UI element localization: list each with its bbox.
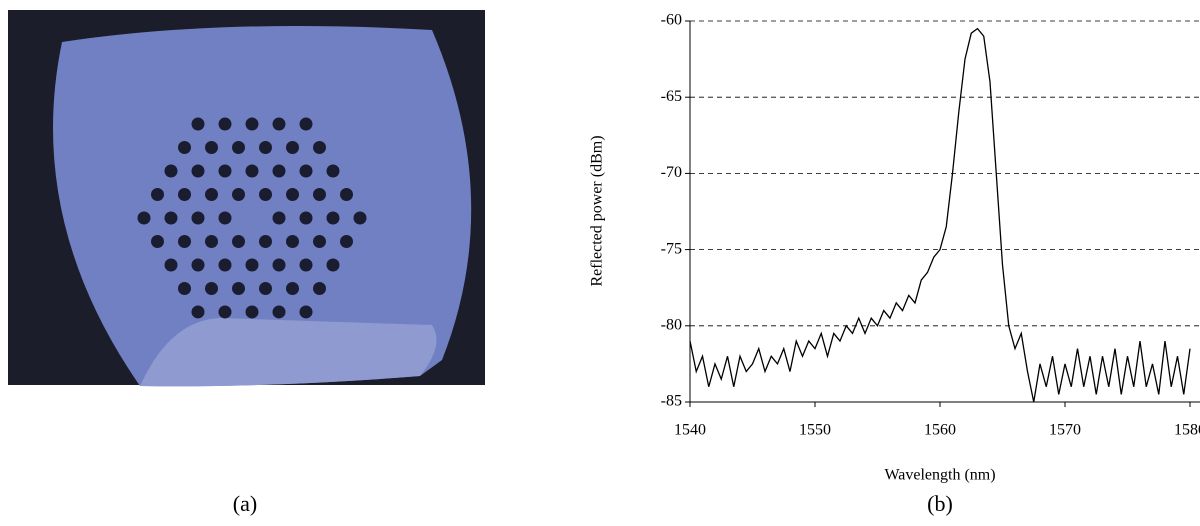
air-hole <box>272 305 286 319</box>
air-hole <box>299 305 313 319</box>
x-tick-label: 1570 <box>1049 422 1081 439</box>
panel-label: (b) <box>927 491 953 516</box>
air-hole <box>232 234 245 248</box>
air-hole <box>191 305 205 319</box>
air-hole <box>272 117 286 131</box>
air-hole <box>178 141 191 155</box>
air-hole <box>326 258 340 272</box>
air-hole <box>259 281 272 295</box>
y-tick-label: -65 <box>661 88 682 105</box>
cleave-region <box>140 318 437 387</box>
plot: -85 -80 -75 -70 -65 -60 1540 1550 1560 1570 1580 <box>661 12 1200 439</box>
air-holes <box>137 117 367 319</box>
air-hole <box>164 211 178 225</box>
air-hole <box>245 305 259 319</box>
air-hole <box>232 141 245 155</box>
y-tick-label: -80 <box>661 316 682 333</box>
air-hole <box>313 141 326 155</box>
air-hole <box>178 281 191 295</box>
air-hole <box>286 281 299 295</box>
air-hole <box>353 211 367 225</box>
air-hole <box>313 188 326 202</box>
air-hole <box>286 188 299 202</box>
x-tick-label: 1540 <box>674 422 706 439</box>
air-hole <box>218 117 232 131</box>
air-hole <box>259 188 272 202</box>
air-hole <box>151 234 164 248</box>
air-hole <box>205 188 218 202</box>
air-hole <box>299 258 313 272</box>
x-axis-label: Wavelength (nm) <box>884 467 995 484</box>
y-tick-label: -75 <box>661 240 682 257</box>
x-tick-label: 1580 <box>1174 422 1200 439</box>
air-hole <box>137 211 151 225</box>
air-hole <box>299 164 313 178</box>
air-hole <box>205 141 218 155</box>
air-hole <box>191 117 205 131</box>
air-hole <box>178 188 191 202</box>
air-hole <box>340 188 353 202</box>
air-hole <box>232 281 245 295</box>
air-hole <box>218 164 232 178</box>
air-hole <box>205 234 218 248</box>
fiber-face <box>52 26 472 387</box>
x-tick-label: 1560 <box>924 422 956 439</box>
air-hole <box>245 258 259 272</box>
air-hole <box>164 164 178 178</box>
air-hole <box>299 117 313 131</box>
x-tick-label: 1550 <box>799 422 831 439</box>
air-hole <box>218 305 232 319</box>
air-hole <box>272 211 286 225</box>
air-hole <box>245 117 259 131</box>
air-hole <box>191 258 205 272</box>
air-hole <box>205 281 218 295</box>
air-hole <box>313 234 326 248</box>
air-hole <box>191 211 205 225</box>
y-tick-label: -70 <box>661 164 682 181</box>
air-hole <box>299 211 313 225</box>
air-hole <box>191 164 205 178</box>
air-hole <box>178 234 191 248</box>
air-hole <box>232 188 245 202</box>
air-hole <box>164 258 178 272</box>
air-hole <box>259 141 272 155</box>
air-hole <box>245 164 259 178</box>
air-hole <box>272 258 286 272</box>
air-hole <box>326 164 340 178</box>
spectrum-line <box>689 27 1191 403</box>
air-hole <box>218 258 232 272</box>
panel-label: (a) <box>233 491 257 516</box>
air-hole <box>286 141 299 155</box>
air-hole <box>259 234 272 248</box>
air-hole <box>151 188 164 202</box>
air-hole <box>340 234 353 248</box>
y-tick-label: -60 <box>661 12 682 29</box>
air-hole <box>326 211 340 225</box>
air-hole <box>313 281 326 295</box>
air-hole <box>272 164 286 178</box>
photo <box>8 10 485 387</box>
air-hole <box>286 234 299 248</box>
air-hole <box>218 211 232 225</box>
y-axis-label: Reflected power (dBm) <box>589 135 606 286</box>
y-tick-label: -85 <box>661 393 682 410</box>
